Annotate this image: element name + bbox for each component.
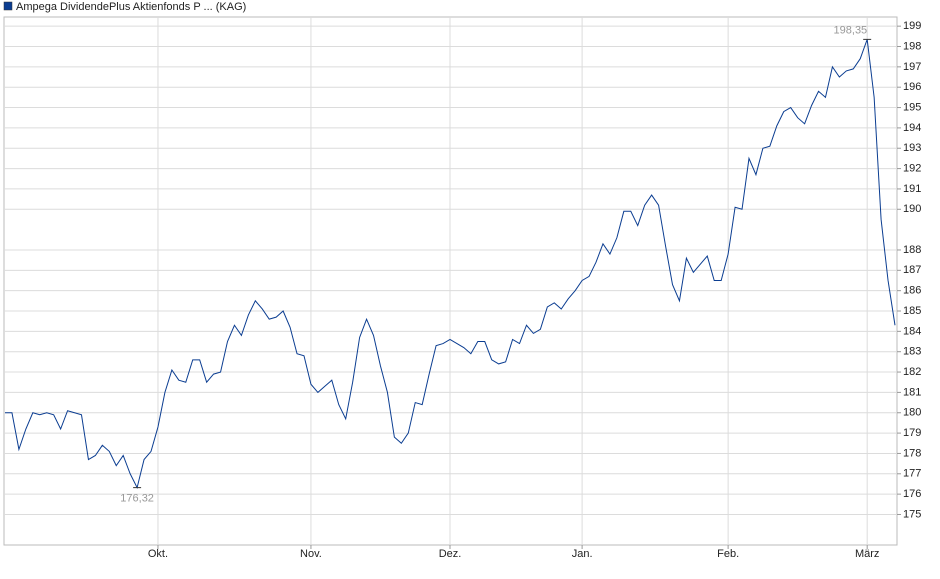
y-tick-label: 193	[903, 142, 921, 154]
x-tick-label: März	[855, 548, 879, 560]
y-tick-label: 176	[903, 488, 921, 500]
x-tick-label: Feb.	[717, 548, 739, 560]
x-tick-label: Jan.	[572, 548, 593, 560]
y-tick-label: 190	[903, 203, 921, 215]
y-tick-label: 194	[903, 122, 921, 134]
y-tick-label: 179	[903, 427, 921, 439]
y-tick-label: 198	[903, 40, 921, 52]
y-tick-label: 182	[903, 366, 921, 378]
y-tick-label: 199	[903, 20, 921, 32]
y-tick-label: 184	[903, 325, 921, 337]
y-tick-label: 178	[903, 447, 921, 459]
x-tick-label: Dez.	[439, 548, 462, 560]
x-tick-label: Okt.	[148, 548, 168, 560]
y-tick-label: 181	[903, 386, 921, 398]
annotation: 176,32	[120, 493, 154, 505]
y-tick-label: 175	[903, 508, 921, 520]
y-tick-label: 183	[903, 346, 921, 358]
price-line	[5, 39, 896, 490]
x-tick-label: Nov.	[300, 548, 322, 560]
y-tick-label: 195	[903, 101, 921, 113]
y-tick-label: 196	[903, 81, 921, 93]
y-tick-label: 180	[903, 407, 921, 419]
legend-swatch	[3, 1, 13, 11]
y-tick-label: 185	[903, 305, 921, 317]
y-tick-label: 187	[903, 264, 921, 276]
y-tick-label: 177	[903, 468, 921, 480]
legend-label: Ampega DividendePlus Aktienfonds P ... (…	[16, 1, 246, 13]
y-tick-label: 186	[903, 285, 921, 297]
annotation: 198,35	[834, 24, 868, 36]
y-tick-label: 192	[903, 162, 921, 174]
y-tick-label: 197	[903, 61, 921, 73]
y-tick-label: 188	[903, 244, 921, 256]
y-tick-label: 191	[903, 183, 921, 195]
